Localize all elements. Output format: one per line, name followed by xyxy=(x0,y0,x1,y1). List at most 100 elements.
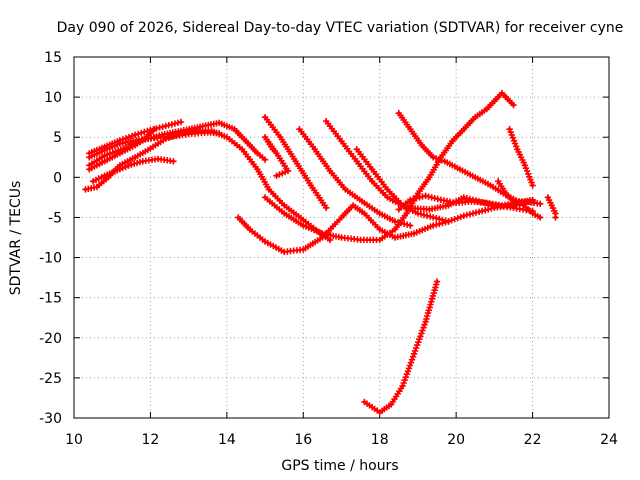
data-point xyxy=(91,179,95,183)
data-point xyxy=(102,154,107,158)
data-point xyxy=(217,131,221,135)
x-tick-label: 16 xyxy=(294,432,312,448)
x-tick-labels: 10 12 14 16 18 20 22 24 xyxy=(65,432,618,448)
x-tick-label: 22 xyxy=(524,432,542,448)
data-point xyxy=(370,167,374,171)
data-point xyxy=(198,125,202,129)
data-point xyxy=(427,207,431,212)
data-point xyxy=(412,352,416,356)
data-point xyxy=(102,159,107,163)
data-point xyxy=(477,210,481,214)
data-point xyxy=(248,227,252,232)
data-point xyxy=(286,169,290,173)
data-point xyxy=(469,199,474,203)
data-point xyxy=(446,219,451,224)
data-point xyxy=(271,147,275,151)
data-point xyxy=(423,194,428,198)
data-point xyxy=(236,215,240,220)
y-tick-label: -20 xyxy=(39,331,62,347)
data-point xyxy=(179,129,183,133)
series-arc-5 xyxy=(86,119,269,169)
data-point xyxy=(378,211,382,216)
data-point xyxy=(397,207,401,212)
data-point xyxy=(530,211,535,216)
data-point xyxy=(393,235,397,240)
data-point xyxy=(164,124,168,128)
data-point xyxy=(362,201,367,205)
data-point xyxy=(488,183,493,187)
data-point xyxy=(320,235,324,240)
data-point xyxy=(355,159,359,163)
data-point xyxy=(294,159,298,163)
data-point xyxy=(187,132,191,136)
data-point xyxy=(401,384,405,388)
data-point xyxy=(423,320,428,324)
y-tick-label: -30 xyxy=(39,411,62,427)
data-point xyxy=(118,138,122,143)
data-point xyxy=(179,120,183,124)
data-point xyxy=(339,235,344,240)
data-point xyxy=(129,162,133,167)
data-point xyxy=(378,410,382,414)
data-point xyxy=(359,238,363,242)
data-point xyxy=(397,111,401,115)
series-arc-10 xyxy=(261,134,292,179)
data-point xyxy=(83,187,88,191)
data-point xyxy=(553,211,558,216)
data-point xyxy=(458,167,462,171)
data-point xyxy=(141,159,145,163)
data-point xyxy=(87,167,91,171)
data-point xyxy=(416,191,420,195)
data-point xyxy=(553,215,558,220)
data-point xyxy=(278,135,282,139)
data-point xyxy=(473,115,477,119)
data-point xyxy=(443,159,447,163)
data-point xyxy=(297,127,302,131)
data-point xyxy=(255,167,260,171)
data-point xyxy=(156,157,160,161)
data-point xyxy=(385,187,389,191)
data-point xyxy=(274,151,279,155)
data-point xyxy=(523,163,527,167)
data-point xyxy=(324,206,328,210)
data-point xyxy=(232,127,237,131)
data-point xyxy=(263,135,267,139)
data-point xyxy=(550,203,554,208)
data-point xyxy=(118,167,122,171)
data-point xyxy=(431,223,435,228)
y-tick-label: 5 xyxy=(53,130,62,146)
data-point xyxy=(473,175,477,179)
data-point xyxy=(485,107,489,111)
data-point xyxy=(148,146,153,151)
data-point xyxy=(263,115,267,119)
data-point xyxy=(122,146,126,151)
data-point xyxy=(324,119,328,123)
chart-title: Day 090 of 2026, Sidereal Day-to-day VTE… xyxy=(57,20,624,36)
data-point xyxy=(355,147,359,151)
data-point xyxy=(102,145,107,149)
data-point xyxy=(263,239,267,244)
series-arc-11 xyxy=(296,126,414,229)
data-point xyxy=(546,195,550,199)
data-point xyxy=(328,238,332,242)
data-point xyxy=(274,174,279,178)
data-series-group xyxy=(82,89,559,416)
data-point xyxy=(408,223,412,228)
data-point xyxy=(427,175,431,179)
data-point xyxy=(462,195,466,199)
data-point xyxy=(420,143,424,147)
data-point xyxy=(225,135,229,139)
x-tick-label: 24 xyxy=(600,432,618,448)
series-arc-9 xyxy=(261,114,330,211)
y-tick-label: 0 xyxy=(53,170,62,186)
data-point xyxy=(255,151,260,155)
data-point xyxy=(95,185,99,189)
data-point xyxy=(118,163,122,167)
x-axis-label: GPS time / hours xyxy=(281,458,398,474)
data-point xyxy=(439,198,443,202)
x-tick-label: 18 xyxy=(371,432,389,448)
data-point xyxy=(404,211,409,216)
data-point xyxy=(389,402,393,406)
x-tick-label: 12 xyxy=(142,432,160,448)
data-point xyxy=(267,187,271,191)
